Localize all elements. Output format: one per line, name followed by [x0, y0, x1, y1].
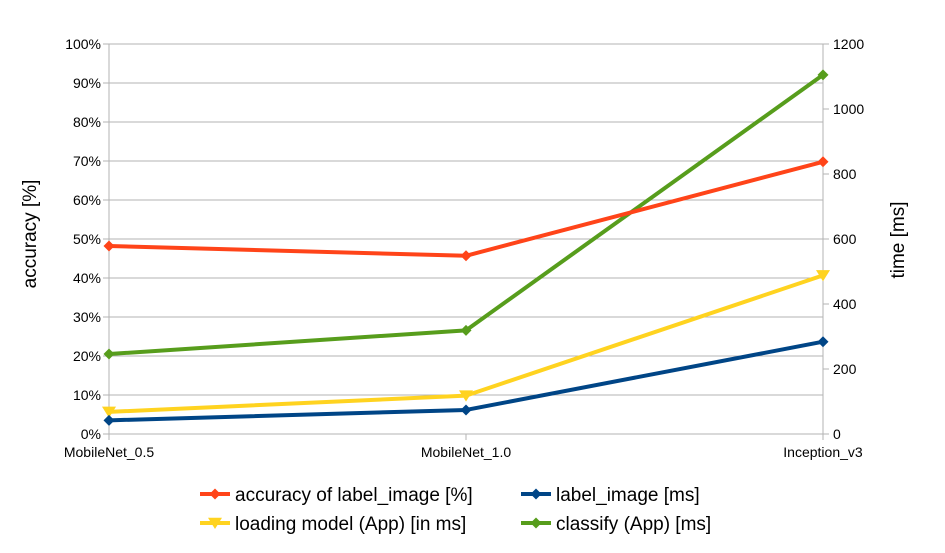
- legend-swatch-marker: [530, 517, 542, 529]
- y-right-tick-label: 600: [833, 231, 857, 247]
- data-point: [816, 270, 830, 282]
- data-point: [460, 404, 472, 416]
- y-left-tick-label: 100%: [65, 36, 101, 52]
- gridlines: [109, 43, 823, 435]
- y-left-tick-label: 80%: [73, 114, 101, 130]
- x-tick-label: Inception_v3: [783, 444, 863, 460]
- data-point: [103, 240, 115, 252]
- legend-label: loading model (App) [in ms]: [235, 514, 466, 535]
- x-tick-label: MobileNet_1.0: [421, 444, 511, 460]
- legend-swatch-marker: [209, 488, 221, 500]
- y-right-tick-label: 0: [833, 426, 841, 442]
- legend-item: classify (App) [ms]: [521, 514, 711, 535]
- axes: [103, 43, 829, 440]
- legend-item: accuracy of label_image [%]: [200, 485, 473, 506]
- x-tick-label: MobileNet_0.5: [64, 444, 154, 460]
- y-right-tick-label: 400: [833, 296, 857, 312]
- y-left-tick-label: 20%: [73, 348, 101, 364]
- tick-labels: 0% 10% 20% 30% 40% 50% 60% 70% 80% 90% 100% 0 200 400…: [64, 36, 864, 460]
- data-point: [102, 406, 116, 418]
- legend-item: label_image [ms]: [521, 485, 700, 506]
- legend-item: loading model (App) [in ms]: [200, 514, 466, 535]
- y-left-tick-label: 60%: [73, 192, 101, 208]
- y-left-tick-label: 90%: [73, 75, 101, 91]
- legend-label: accuracy of label_image [%]: [235, 485, 473, 506]
- data-point: [103, 414, 115, 426]
- legend-swatch-marker: [530, 488, 542, 500]
- y-left-tick-label: 40%: [73, 270, 101, 286]
- legend-label: classify (App) [ms]: [556, 514, 711, 535]
- series-lines: [102, 69, 830, 426]
- y-left-tick-label: 10%: [73, 387, 101, 403]
- data-point: [103, 348, 115, 360]
- data-point: [460, 324, 472, 336]
- y-left-tick-label: 30%: [73, 309, 101, 325]
- legend: accuracy of label_image [%] label_image […: [200, 485, 711, 535]
- y-right-tick-label: 1000: [833, 101, 864, 117]
- y-left-tick-label: 50%: [73, 231, 101, 247]
- data-point: [817, 69, 829, 81]
- y-axis-left-title: accuracy [%]: [20, 180, 41, 289]
- data-point: [460, 250, 472, 262]
- y-right-tick-label: 800: [833, 166, 857, 182]
- data-point: [817, 336, 829, 348]
- data-point: [817, 156, 829, 168]
- y-left-tick-label: 70%: [73, 153, 101, 169]
- series-line: [107, 159, 825, 258]
- legend-swatch-marker: [208, 517, 222, 529]
- y-axis-right-title: time [ms]: [888, 201, 909, 278]
- y-left-tick-label: 0%: [81, 426, 101, 442]
- data-point: [459, 390, 473, 402]
- legend-label: label_image [ms]: [556, 485, 700, 506]
- y-right-tick-label: 200: [833, 361, 857, 377]
- y-right-tick-label: 1200: [833, 36, 864, 52]
